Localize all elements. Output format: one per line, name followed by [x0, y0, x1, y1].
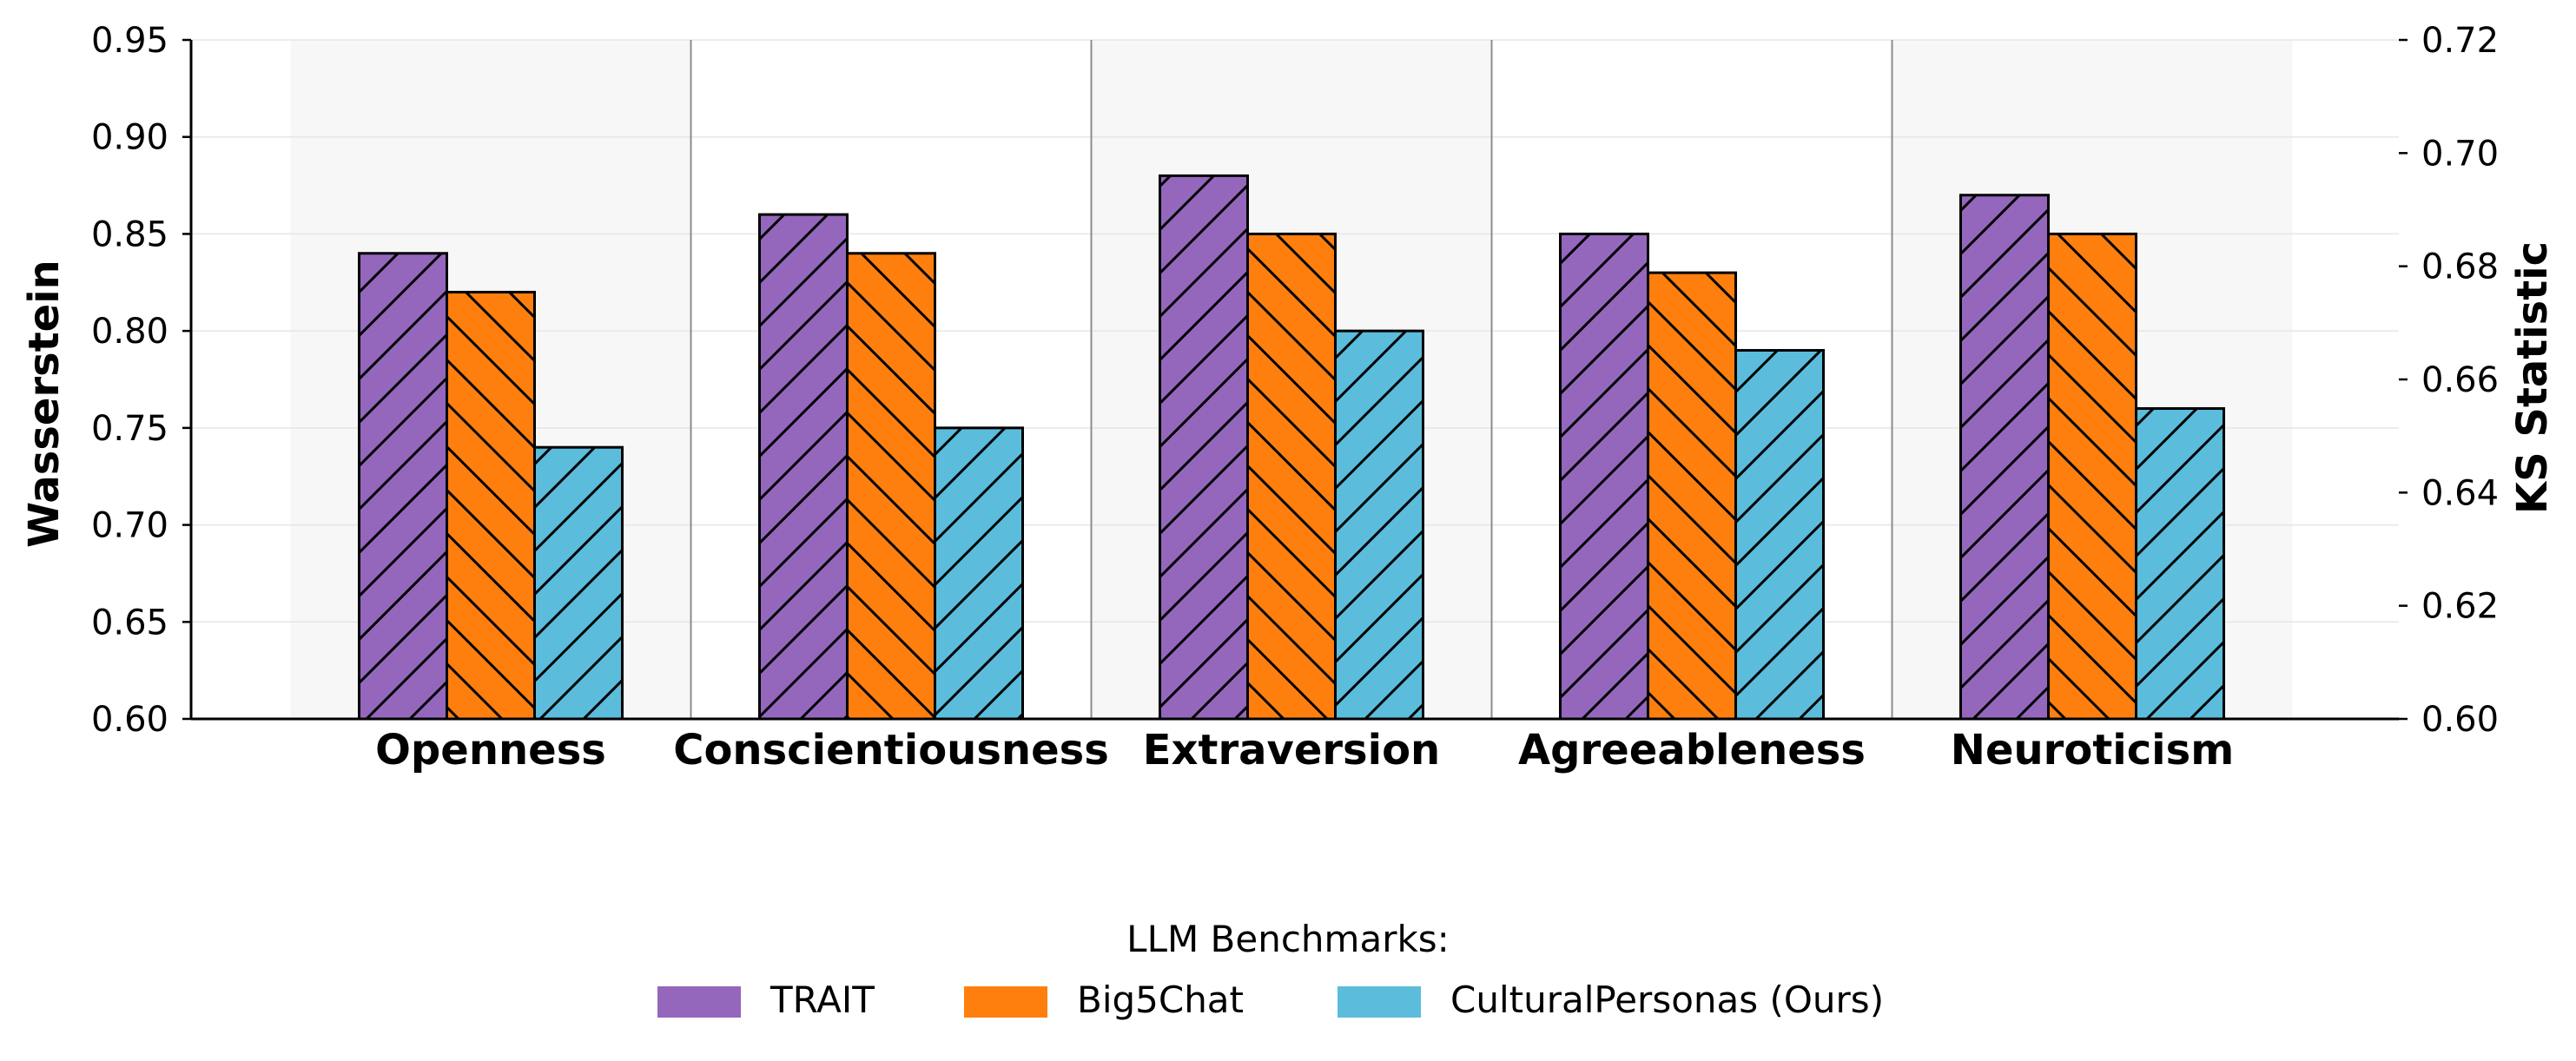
bar [758, 213, 849, 721]
y2-tick-label: 0.64 [2421, 473, 2499, 513]
y2-tick-label: 0.60 [2421, 700, 2499, 740]
bar [1159, 174, 1249, 721]
bar [1559, 232, 1649, 721]
bar [2135, 407, 2225, 721]
legend-label: CulturalPersonas (Ours) [1450, 979, 1884, 1021]
bar [1959, 194, 2050, 721]
axes: 0.60 0.65 0.70 0.75 0.80 0.85 0.90 0.95 0.60 0.62… [91, 21, 2499, 740]
legend: LLM Benchmarks: TRAIT Big5Chat CulturalPer… [657, 918, 1884, 1021]
y-tick-label: 0.70 [91, 506, 168, 546]
legend-label: Big5Chat [1077, 979, 1244, 1021]
bar [934, 426, 1024, 721]
y2-tick-label: 0.62 [2421, 587, 2499, 627]
category-separators [690, 40, 1893, 719]
bars [358, 174, 2225, 721]
bar [2047, 232, 2137, 721]
y2-axis-title: KS Statistic [2508, 241, 2557, 514]
labels: Wasserstein KS Statistic Openness Conscie… [20, 241, 2557, 774]
y-tick-label: 0.95 [91, 21, 168, 61]
y-tick-label: 0.85 [91, 214, 168, 254]
y-axis-title: Wasserstein [20, 260, 69, 548]
y2-tick-label: 0.70 [2421, 134, 2499, 174]
legend-label: TRAIT [769, 979, 875, 1021]
bar [446, 290, 536, 721]
y-tick-label: 0.65 [91, 603, 168, 643]
y2-tick-label: 0.72 [2421, 21, 2499, 61]
bar [533, 445, 624, 721]
y-tick-label: 0.80 [91, 312, 168, 352]
legend-swatch [1338, 986, 1421, 1018]
y2-tick-label: 0.68 [2421, 247, 2499, 287]
x-tick-label: Extraversion [1143, 726, 1440, 774]
x-tick-label: Openness [375, 726, 606, 774]
bar [358, 252, 448, 721]
bar [1334, 329, 1424, 721]
y-tick-label: 0.90 [91, 118, 168, 158]
x-tick-label: Conscientiousness [673, 726, 1109, 774]
bar [1246, 232, 1337, 721]
y-tick-label: 0.60 [91, 700, 168, 740]
y2-tick-label: 0.66 [2421, 360, 2499, 400]
legend-title: LLM Benchmarks: [1126, 918, 1450, 960]
legend-swatch [657, 986, 741, 1018]
bar [1647, 271, 1737, 721]
bar [1734, 348, 1825, 721]
bar [846, 252, 936, 721]
legend-swatch [964, 986, 1047, 1018]
x-tick-label: Neuroticism [1951, 726, 2234, 774]
y-tick-label: 0.75 [91, 409, 168, 449]
x-tick-label: Agreeableness [1518, 726, 1866, 774]
